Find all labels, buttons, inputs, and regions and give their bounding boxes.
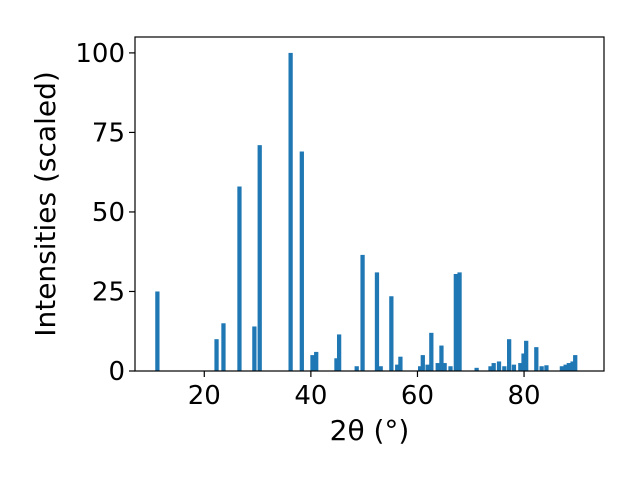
bar — [288, 52, 293, 372]
bar — [155, 291, 160, 371]
bar — [336, 334, 342, 371]
bar — [354, 366, 359, 371]
bar — [237, 186, 242, 371]
x-axis-ticks: 20 40 60 80 — [188, 371, 541, 411]
bar — [488, 366, 493, 371]
bar — [521, 353, 526, 371]
bar — [299, 151, 304, 371]
y-tick-label: 0 — [108, 357, 125, 387]
bar — [524, 340, 529, 371]
bar — [559, 366, 565, 371]
bar — [573, 355, 578, 371]
bar — [389, 296, 394, 371]
bar — [314, 351, 319, 371]
bar — [252, 326, 257, 371]
x-tick-label: 80 — [508, 381, 541, 411]
bar — [507, 339, 512, 371]
bar — [429, 332, 434, 371]
x-tick-label: 60 — [401, 381, 434, 411]
bar — [544, 365, 549, 371]
bar — [566, 363, 571, 371]
bar — [534, 347, 539, 371]
bar — [395, 364, 400, 371]
bar — [448, 366, 453, 371]
bar — [214, 339, 219, 371]
bar — [453, 273, 458, 371]
bar — [439, 345, 444, 371]
bar — [334, 358, 339, 371]
bar — [360, 254, 365, 371]
bar — [310, 355, 315, 371]
bar — [442, 363, 447, 371]
bar — [511, 364, 517, 371]
bar — [420, 355, 425, 371]
bar — [398, 356, 403, 371]
bar — [374, 272, 380, 371]
y-tick-label: 50 — [92, 198, 125, 228]
bar — [378, 366, 383, 371]
bar — [257, 145, 262, 371]
bar — [518, 363, 523, 371]
bar — [435, 363, 440, 371]
bar — [221, 323, 226, 371]
bar-series — [155, 52, 578, 372]
x-axis-label: 2θ (°) — [330, 414, 410, 447]
y-tick-label: 25 — [92, 277, 125, 307]
bar — [491, 363, 496, 371]
bar — [425, 364, 430, 371]
bar — [563, 364, 568, 371]
bar — [502, 366, 507, 371]
plot-frame — [134, 36, 605, 372]
y-axis-ticks: 0 25 50 75 100 — [75, 39, 135, 387]
x-tick-label: 20 — [188, 381, 221, 411]
bar — [539, 366, 544, 371]
y-axis-label: Intensities (scaled) — [29, 71, 62, 337]
x-tick-label: 40 — [294, 381, 327, 411]
y-tick-label: 100 — [75, 39, 125, 69]
bar — [457, 272, 462, 371]
bar — [570, 361, 575, 371]
y-tick-label: 75 — [92, 118, 125, 148]
bar — [496, 361, 502, 371]
bar — [474, 367, 479, 371]
bar — [417, 366, 423, 371]
